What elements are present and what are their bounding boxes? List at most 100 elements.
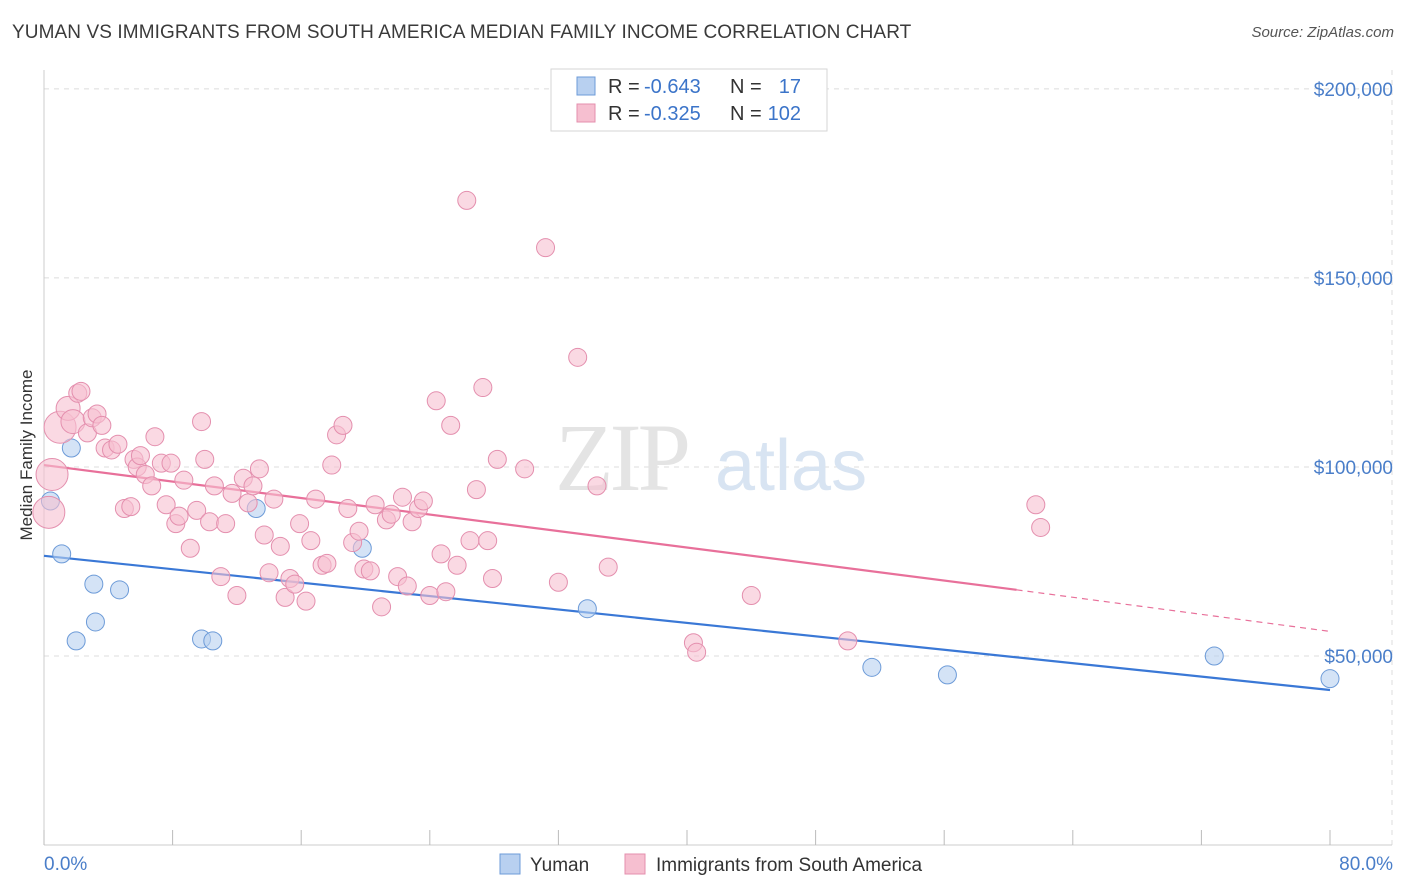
immigrants-point-1: [35, 458, 69, 492]
yuman-point-4: [84, 574, 104, 594]
immigrants-point-36: [222, 483, 242, 503]
immigrants-point-55: [322, 455, 342, 475]
immigrants-point-66: [381, 504, 401, 524]
immigrants-point-6: [71, 381, 91, 401]
immigrants-point-64: [372, 597, 392, 617]
x-tick-label-min: 0.0%: [44, 854, 87, 875]
immigrants-point-74: [426, 391, 446, 411]
legend-r-value-2: -0.325: [644, 103, 701, 125]
immigrants-point-51: [301, 531, 321, 551]
immigrants-point-78: [447, 555, 467, 575]
immigrants-point-42: [254, 525, 274, 545]
immigrants-point-40: [243, 476, 263, 496]
immigrants-point-21: [145, 427, 165, 447]
immigrants-point-48: [285, 574, 305, 594]
immigrants-point-77: [441, 415, 461, 435]
bottom-legend-label-yuman: Yuman: [530, 855, 589, 876]
immigrants-point-92: [687, 642, 707, 662]
immigrants-point-97: [457, 190, 477, 210]
yuman-point-11: [577, 599, 597, 619]
immigrants-point-20: [142, 476, 162, 496]
immigrants-point-57: [333, 415, 353, 435]
immigrants-point-45: [270, 536, 290, 556]
legend-n-value-1: 17: [779, 76, 801, 98]
y-axis-title: Median Family Income: [17, 369, 36, 540]
yuman-point-3: [66, 631, 86, 651]
immigrants-point-88: [568, 347, 588, 367]
immigrants-point-31: [195, 449, 215, 469]
immigrants-point-32: [200, 512, 220, 532]
legend-swatch-yuman: [576, 76, 596, 96]
y-tick-label-2: $150,000: [1314, 269, 1393, 290]
immigrants-point-87: [548, 572, 568, 592]
immigrants-point-60: [349, 521, 369, 541]
yuman-point-14: [1204, 646, 1224, 666]
bottom-legend-label-immigrants: Immigrants from South America: [656, 855, 923, 876]
data-points: [32, 190, 1340, 689]
yuman-point-6: [110, 580, 130, 600]
source-label: Source: ZipAtlas.com: [1251, 24, 1394, 41]
immigrants-point-41: [249, 459, 269, 479]
immigrants-point-24: [161, 453, 181, 473]
immigrants-point-72: [413, 491, 433, 511]
immigrants-point-69: [397, 576, 417, 596]
immigrants-point-18: [130, 446, 150, 466]
legend-r-value-1: -0.643: [644, 76, 701, 98]
immigrants-point-93: [741, 585, 761, 605]
watermark-zip: ZIP: [555, 404, 688, 511]
x-tick-label-max: 80.0%: [1339, 854, 1393, 875]
y-tick-label-1: $100,000: [1314, 458, 1393, 479]
yuman-point-15: [1320, 669, 1340, 689]
yuman-point-1: [52, 544, 72, 564]
immigrants-trend-line-dashed: [1016, 589, 1331, 632]
immigrants-point-23: [156, 495, 176, 515]
immigrants-point-33: [204, 476, 224, 496]
yuman-trend-line: [43, 554, 1331, 692]
legend-r-label-2: R =: [608, 103, 640, 125]
bottom-legend-swatch-immigrants: [624, 853, 646, 875]
immigrants-point-27: [174, 470, 194, 490]
legend-n-label-2: N =: [730, 103, 762, 125]
immigrants-point-37: [227, 585, 247, 605]
immigrants-point-85: [515, 459, 535, 479]
yuman-point-12: [862, 657, 882, 677]
immigrants-point-43: [259, 563, 279, 583]
immigrants-point-29: [187, 500, 207, 520]
immigrants-point-46: [275, 587, 295, 607]
immigrants-point-75: [431, 544, 451, 564]
immigrants-point-10: [92, 415, 112, 435]
immigrants-point-30: [192, 412, 212, 432]
immigrants-point-79: [460, 531, 480, 551]
immigrants-point-86: [536, 238, 556, 258]
immigrants-point-95: [1026, 495, 1046, 515]
immigrants-point-81: [473, 378, 493, 398]
yuman-point-8: [203, 631, 223, 651]
immigrants-point-34: [211, 567, 231, 587]
immigrants-point-89: [587, 476, 607, 496]
immigrants-point-13: [108, 434, 128, 454]
legend-box: [550, 68, 828, 132]
immigrants-point-76: [436, 582, 456, 602]
immigrants-point-83: [482, 568, 502, 588]
watermark-atlas: atlas: [715, 426, 867, 506]
immigrants-point-84: [487, 449, 507, 469]
series-legend: Yuman Immigrants from South America: [499, 853, 923, 876]
y-tick-label-3: $200,000: [1314, 80, 1393, 101]
bottom-legend-swatch-yuman: [499, 853, 521, 875]
immigrants-point-50: [296, 591, 316, 611]
immigrants-point-63: [365, 495, 385, 515]
axes: [43, 70, 1392, 846]
immigrants-point-49: [290, 514, 310, 534]
yuman-point-13: [937, 665, 957, 685]
immigrants-point-96: [1031, 517, 1051, 537]
immigrants-point-90: [598, 557, 618, 577]
immigrants-point-73: [420, 585, 440, 605]
immigrants-point-44: [264, 489, 284, 509]
immigrants-point-0: [32, 495, 66, 529]
legend-n-value-2: 102: [768, 103, 801, 125]
correlation-legend: R = -0.643 N = 17 R = -0.325 N = 102: [550, 68, 828, 132]
legend-n-label-1: N =: [730, 76, 762, 98]
yuman-point-5: [85, 612, 105, 632]
immigrants-point-68: [392, 487, 412, 507]
immigrants-point-54: [317, 553, 337, 573]
